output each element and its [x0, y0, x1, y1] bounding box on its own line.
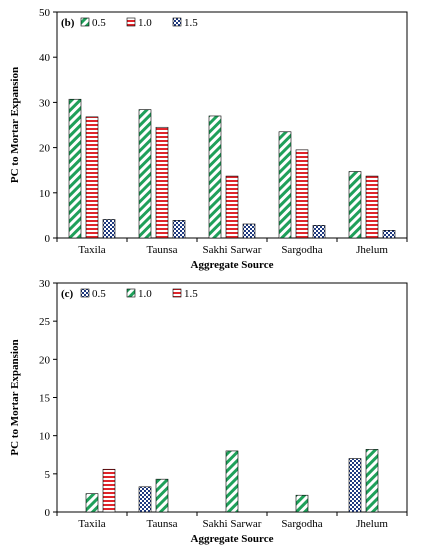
y-tick-label: 10	[39, 431, 51, 443]
x-tick-label-taunsa: Taunsa	[147, 518, 178, 530]
bar-taxila-series-1-5	[102, 468, 116, 513]
x-axis-title: Aggregate Source	[191, 533, 274, 545]
legend-swatch-1-0	[126, 17, 136, 27]
chart-panel-c: (c) Aggregate Source PC to Mortar Expans…	[9, 278, 408, 545]
bars-layer	[85, 449, 379, 513]
bars-layer	[68, 98, 396, 239]
bar-taxila-series-1-0	[85, 116, 99, 239]
x-tick-label-taunsa: Taunsa	[147, 244, 178, 256]
bar-sakhi-sarwar-series-1-0	[225, 450, 239, 513]
legend: 0.5 1.0 1.5	[80, 17, 198, 29]
legend-label-0-5: 0.5	[92, 17, 106, 29]
x-tick-label-sargodha: Sargodha	[281, 244, 322, 256]
x-tick-label-sargodha: Sargodha	[281, 518, 322, 530]
bar-taunsa-series-1-0	[155, 478, 169, 513]
y-tick-label: 0	[45, 507, 51, 519]
legend-label-1-0: 1.0	[138, 288, 152, 300]
bar-taxila-series-1-0	[85, 493, 99, 513]
legend-label-1-0: 1.0	[138, 17, 152, 29]
y-tick-label: 0	[45, 233, 51, 245]
y-tick-label: 25	[39, 316, 51, 328]
y-axis-title: PC to Mortar Expansion	[9, 67, 21, 183]
bar-taxila-series-0-5	[68, 98, 82, 239]
y-ticks-layer: 0 10 20 30 40 50	[39, 7, 57, 245]
y-tick-label: 30	[39, 278, 51, 290]
bar-jhelum-series-0-5	[348, 171, 362, 239]
y-ticks-layer: 0 5 10 15 20 25 30	[39, 278, 57, 519]
bar-jhelum-series-0-5	[348, 458, 362, 513]
bar-jhelum-series-1-0	[365, 175, 379, 239]
y-tick-label: 20	[39, 354, 51, 366]
legend-swatch-1-0	[126, 288, 136, 298]
x-tick-label-jhelum: Jhelum	[356, 244, 388, 256]
y-axis-title: PC to Mortar Expansion	[9, 339, 21, 455]
bar-taunsa-series-0-5	[138, 109, 152, 239]
y-tick-label: 20	[39, 143, 51, 155]
y-tick-label: 10	[39, 188, 51, 200]
legend-swatch-0-5	[80, 288, 90, 298]
y-tick-label: 15	[39, 393, 51, 405]
panel-label: (b)	[61, 17, 75, 29]
bar-taunsa-series-1-0	[155, 126, 169, 239]
x-axis-title: Aggregate Source	[191, 259, 274, 271]
legend-swatch-1-5	[172, 288, 182, 298]
bar-sakhi-sarwar-series-1-5	[242, 223, 256, 239]
chart-panel-b: (b) Aggregate Source PC to Mortar Expans…	[9, 7, 408, 271]
x-tick-label-taxila: Taxila	[78, 518, 105, 530]
legend-label-0-5: 0.5	[92, 288, 106, 300]
y-tick-label: 5	[45, 469, 51, 481]
legend-label-1-5: 1.5	[184, 17, 198, 29]
bar-taxila-series-1-5	[102, 219, 116, 239]
bar-sargodha-series-1-0	[295, 494, 309, 513]
bar-sakhi-sarwar-series-1-0	[225, 175, 239, 239]
legend-label-1-5: 1.5	[184, 288, 198, 300]
legend: 0.5 1.0 1.5	[80, 288, 198, 300]
x-ticks-layer: Taxila Taunsa Sakhi Sarwar Sargodha Jhelum	[56, 238, 408, 256]
x-tick-label-sakhi-sarwar: Sakhi Sarwar	[203, 244, 262, 256]
panel-label: (c)	[61, 288, 74, 300]
x-tick-label-sakhi-sarwar: Sakhi Sarwar	[203, 518, 262, 530]
bar-jhelum-series-1-5	[382, 230, 396, 239]
y-tick-label: 40	[39, 52, 51, 64]
bar-sakhi-sarwar-series-0-5	[208, 115, 222, 239]
x-tick-label-taxila: Taxila	[78, 244, 105, 256]
bar-sargodha-series-0-5	[278, 131, 292, 239]
bar-taunsa-series-1-5	[172, 220, 186, 239]
legend-swatch-1-5	[172, 17, 182, 27]
bar-jhelum-series-1-0	[365, 449, 379, 513]
bar-taunsa-series-0-5	[138, 486, 152, 513]
x-ticks-layer: Taxila Taunsa Sakhi Sarwar Sargodha Jhelum	[56, 512, 408, 530]
y-tick-label: 30	[39, 97, 51, 109]
bar-sargodha-series-1-0	[295, 149, 309, 239]
x-tick-label-jhelum: Jhelum	[356, 518, 388, 530]
y-tick-label: 50	[39, 7, 51, 19]
bar-sargodha-series-1-5	[312, 225, 326, 239]
legend-swatch-0-5	[80, 17, 90, 27]
